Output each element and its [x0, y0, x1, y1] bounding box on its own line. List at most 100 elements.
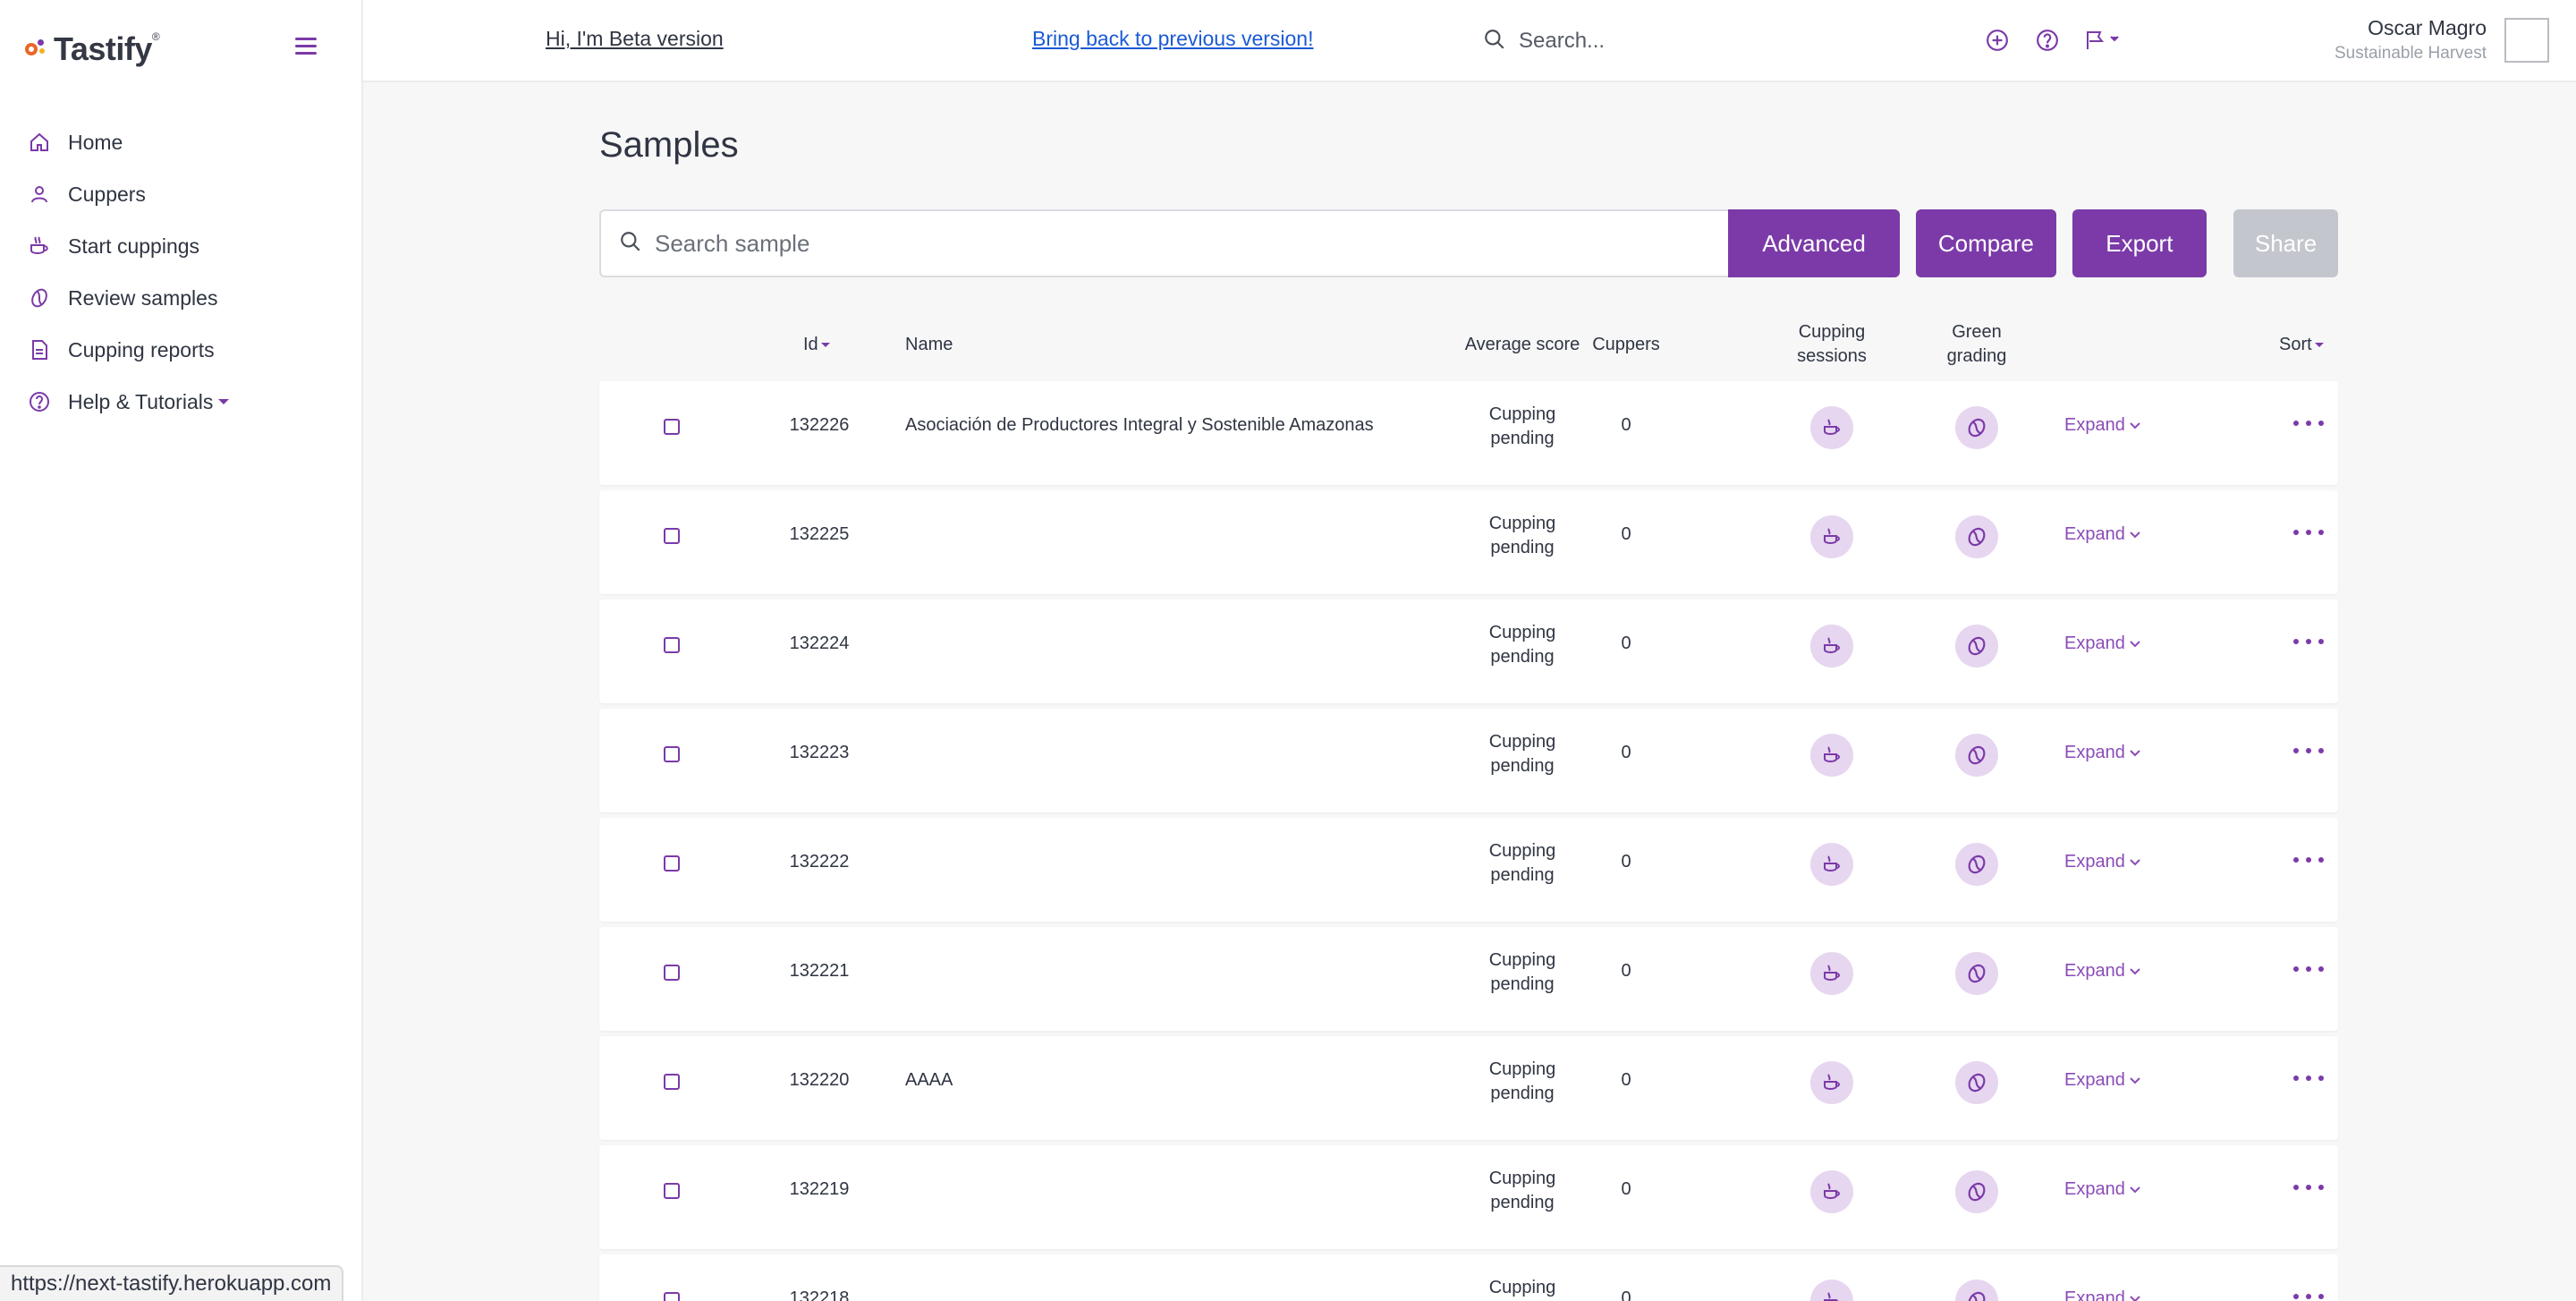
sidebar-item-review-samples[interactable]: Review samples	[27, 272, 349, 324]
user-info[interactable]: Oscar Magro Sustainable Harvest	[2334, 16, 2487, 64]
sample-name: Asociación de Productores Integral y Sos…	[905, 415, 1374, 435]
expand-toggle[interactable]: Expand	[2064, 1179, 2141, 1200]
sample-name: AAAA	[905, 1070, 953, 1090]
expand-toggle[interactable]: Expand	[2064, 1070, 2141, 1091]
table-row[interactable]: 132222 Cupping pending 0 Expand	[599, 818, 2338, 922]
add-circle-icon[interactable]	[1982, 25, 2012, 55]
chevron-down-icon	[218, 399, 230, 404]
expand-toggle[interactable]: Expand	[2064, 961, 2141, 982]
green-grading-icon[interactable]	[1955, 515, 1998, 558]
more-options-icon[interactable]	[2293, 748, 2324, 757]
expand-toggle[interactable]: Expand	[2064, 524, 2141, 545]
green-grading-icon[interactable]	[1955, 1061, 1998, 1104]
share-button[interactable]: Share	[2233, 209, 2338, 277]
advanced-button[interactable]: Advanced	[1727, 209, 1901, 277]
sample-id: 132226	[789, 415, 850, 435]
chevron-down-icon	[2130, 858, 2140, 865]
global-search	[1483, 21, 1966, 61]
more-options-icon[interactable]	[2293, 421, 2324, 429]
green-grading-icon[interactable]	[1955, 952, 1998, 995]
flag-icon[interactable]	[2082, 25, 2127, 55]
table-row[interactable]: 132220 AAAA Cupping pending 0 Expand	[599, 1036, 2338, 1140]
row-checkbox[interactable]	[664, 855, 680, 872]
row-checkbox[interactable]	[664, 528, 680, 544]
row-checkbox[interactable]	[664, 1074, 680, 1090]
cupping-session-icon[interactable]	[1810, 406, 1853, 449]
column-header-green-grading: Green grading	[1946, 322, 2007, 366]
green-grading-icon[interactable]	[1955, 625, 1998, 668]
sample-search-input[interactable]	[655, 229, 1683, 258]
logo-mark-icon	[25, 38, 48, 61]
green-grading-icon[interactable]	[1955, 406, 1998, 449]
green-grading-icon[interactable]	[1955, 1170, 1998, 1213]
global-search-input[interactable]	[1519, 29, 1948, 54]
sample-id: 132219	[789, 1179, 850, 1199]
green-grading-icon[interactable]	[1955, 1280, 1998, 1301]
cupping-session-icon[interactable]	[1810, 625, 1853, 668]
expand-toggle[interactable]: Expand	[2064, 743, 2141, 763]
more-options-icon[interactable]	[2293, 1185, 2324, 1194]
search-icon	[619, 230, 642, 258]
beta-version-link[interactable]: Hi, I'm Beta version	[546, 27, 724, 50]
table-row[interactable]: 132226 Asociación de Productores Integra…	[599, 381, 2338, 485]
avatar[interactable]	[2504, 18, 2549, 63]
row-checkbox[interactable]	[664, 1292, 680, 1301]
chevron-down-icon	[2130, 1295, 2140, 1301]
more-options-icon[interactable]	[2293, 639, 2324, 648]
green-grading-icon[interactable]	[1955, 843, 1998, 886]
table-row[interactable]: 132224 Cupping pending 0 Expand	[599, 599, 2338, 703]
cupping-session-icon[interactable]	[1810, 734, 1853, 777]
sample-toolbar: Advanced Compare Export Share	[599, 209, 2338, 277]
row-checkbox[interactable]	[664, 419, 680, 435]
sidebar-item-label: Home	[68, 130, 123, 154]
row-checkbox[interactable]	[664, 965, 680, 981]
row-checkbox[interactable]	[664, 1183, 680, 1199]
more-options-icon[interactable]	[2293, 1294, 2324, 1301]
more-options-icon[interactable]	[2293, 966, 2324, 975]
sort-caret-icon	[820, 342, 830, 347]
table-row[interactable]: 132219 Cupping pending 0 Expand	[599, 1145, 2338, 1249]
sidebar-item-cuppers[interactable]: Cuppers	[27, 168, 349, 220]
table-row[interactable]: 132223 Cupping pending 0 Expand	[599, 709, 2338, 812]
row-checkbox[interactable]	[664, 746, 680, 762]
row-checkbox[interactable]	[664, 637, 680, 653]
cupping-session-icon[interactable]	[1810, 1280, 1853, 1301]
more-options-icon[interactable]	[2293, 530, 2324, 539]
sidebar-item-help-tutorials[interactable]: Help & Tutorials	[27, 376, 349, 428]
sidebar-item-home[interactable]: Home	[27, 116, 349, 168]
tastify-logo[interactable]: Tastify®	[25, 30, 160, 68]
compare-button[interactable]: Compare	[1916, 209, 2056, 277]
expand-toggle[interactable]: Expand	[2064, 852, 2141, 872]
green-grading-icon[interactable]	[1955, 734, 1998, 777]
expand-toggle[interactable]: Expand	[2064, 1288, 2141, 1301]
sidebar-item-label: Review samples	[68, 285, 218, 310]
menu-toggle-icon[interactable]	[295, 38, 317, 55]
expand-toggle[interactable]: Expand	[2064, 415, 2141, 436]
column-header-cuppers: Cuppers	[1592, 334, 1660, 354]
column-header-cupping-sessions: Cupping sessions	[1797, 322, 1867, 366]
table-row[interactable]: 132221 Cupping pending 0 Expand	[599, 927, 2338, 1031]
sidebar-item-start-cuppings[interactable]: Start cuppings	[27, 220, 349, 272]
sidebar-item-cupping-reports[interactable]: Cupping reports	[27, 324, 349, 376]
cupping-session-icon[interactable]	[1810, 1170, 1853, 1213]
cupping-session-icon[interactable]	[1810, 515, 1853, 558]
table-row[interactable]: 132225 Cupping pending 0 Expand	[599, 490, 2338, 594]
sample-id: 132221	[789, 961, 850, 981]
previous-version-link[interactable]: Bring back to previous version!	[1032, 27, 1314, 50]
column-header-name: Name	[905, 334, 953, 354]
export-button[interactable]: Export	[2072, 209, 2207, 277]
sidebar: Tastify® Home Cuppers Start cuppings Re	[0, 0, 363, 1301]
top-actions	[1982, 25, 2127, 55]
expand-toggle[interactable]: Expand	[2064, 633, 2141, 654]
column-header-id[interactable]: Id	[803, 313, 830, 376]
help-icon[interactable]	[2032, 25, 2063, 55]
cupping-session-icon[interactable]	[1810, 843, 1853, 886]
more-options-icon[interactable]	[2293, 857, 2324, 866]
sort-dropdown[interactable]: Sort	[2279, 313, 2324, 376]
cupping-session-icon[interactable]	[1810, 952, 1853, 995]
cupping-session-icon[interactable]	[1810, 1061, 1853, 1104]
chevron-down-icon	[2130, 1186, 2140, 1193]
more-options-icon[interactable]	[2293, 1076, 2324, 1084]
help-circle-icon	[27, 389, 52, 414]
